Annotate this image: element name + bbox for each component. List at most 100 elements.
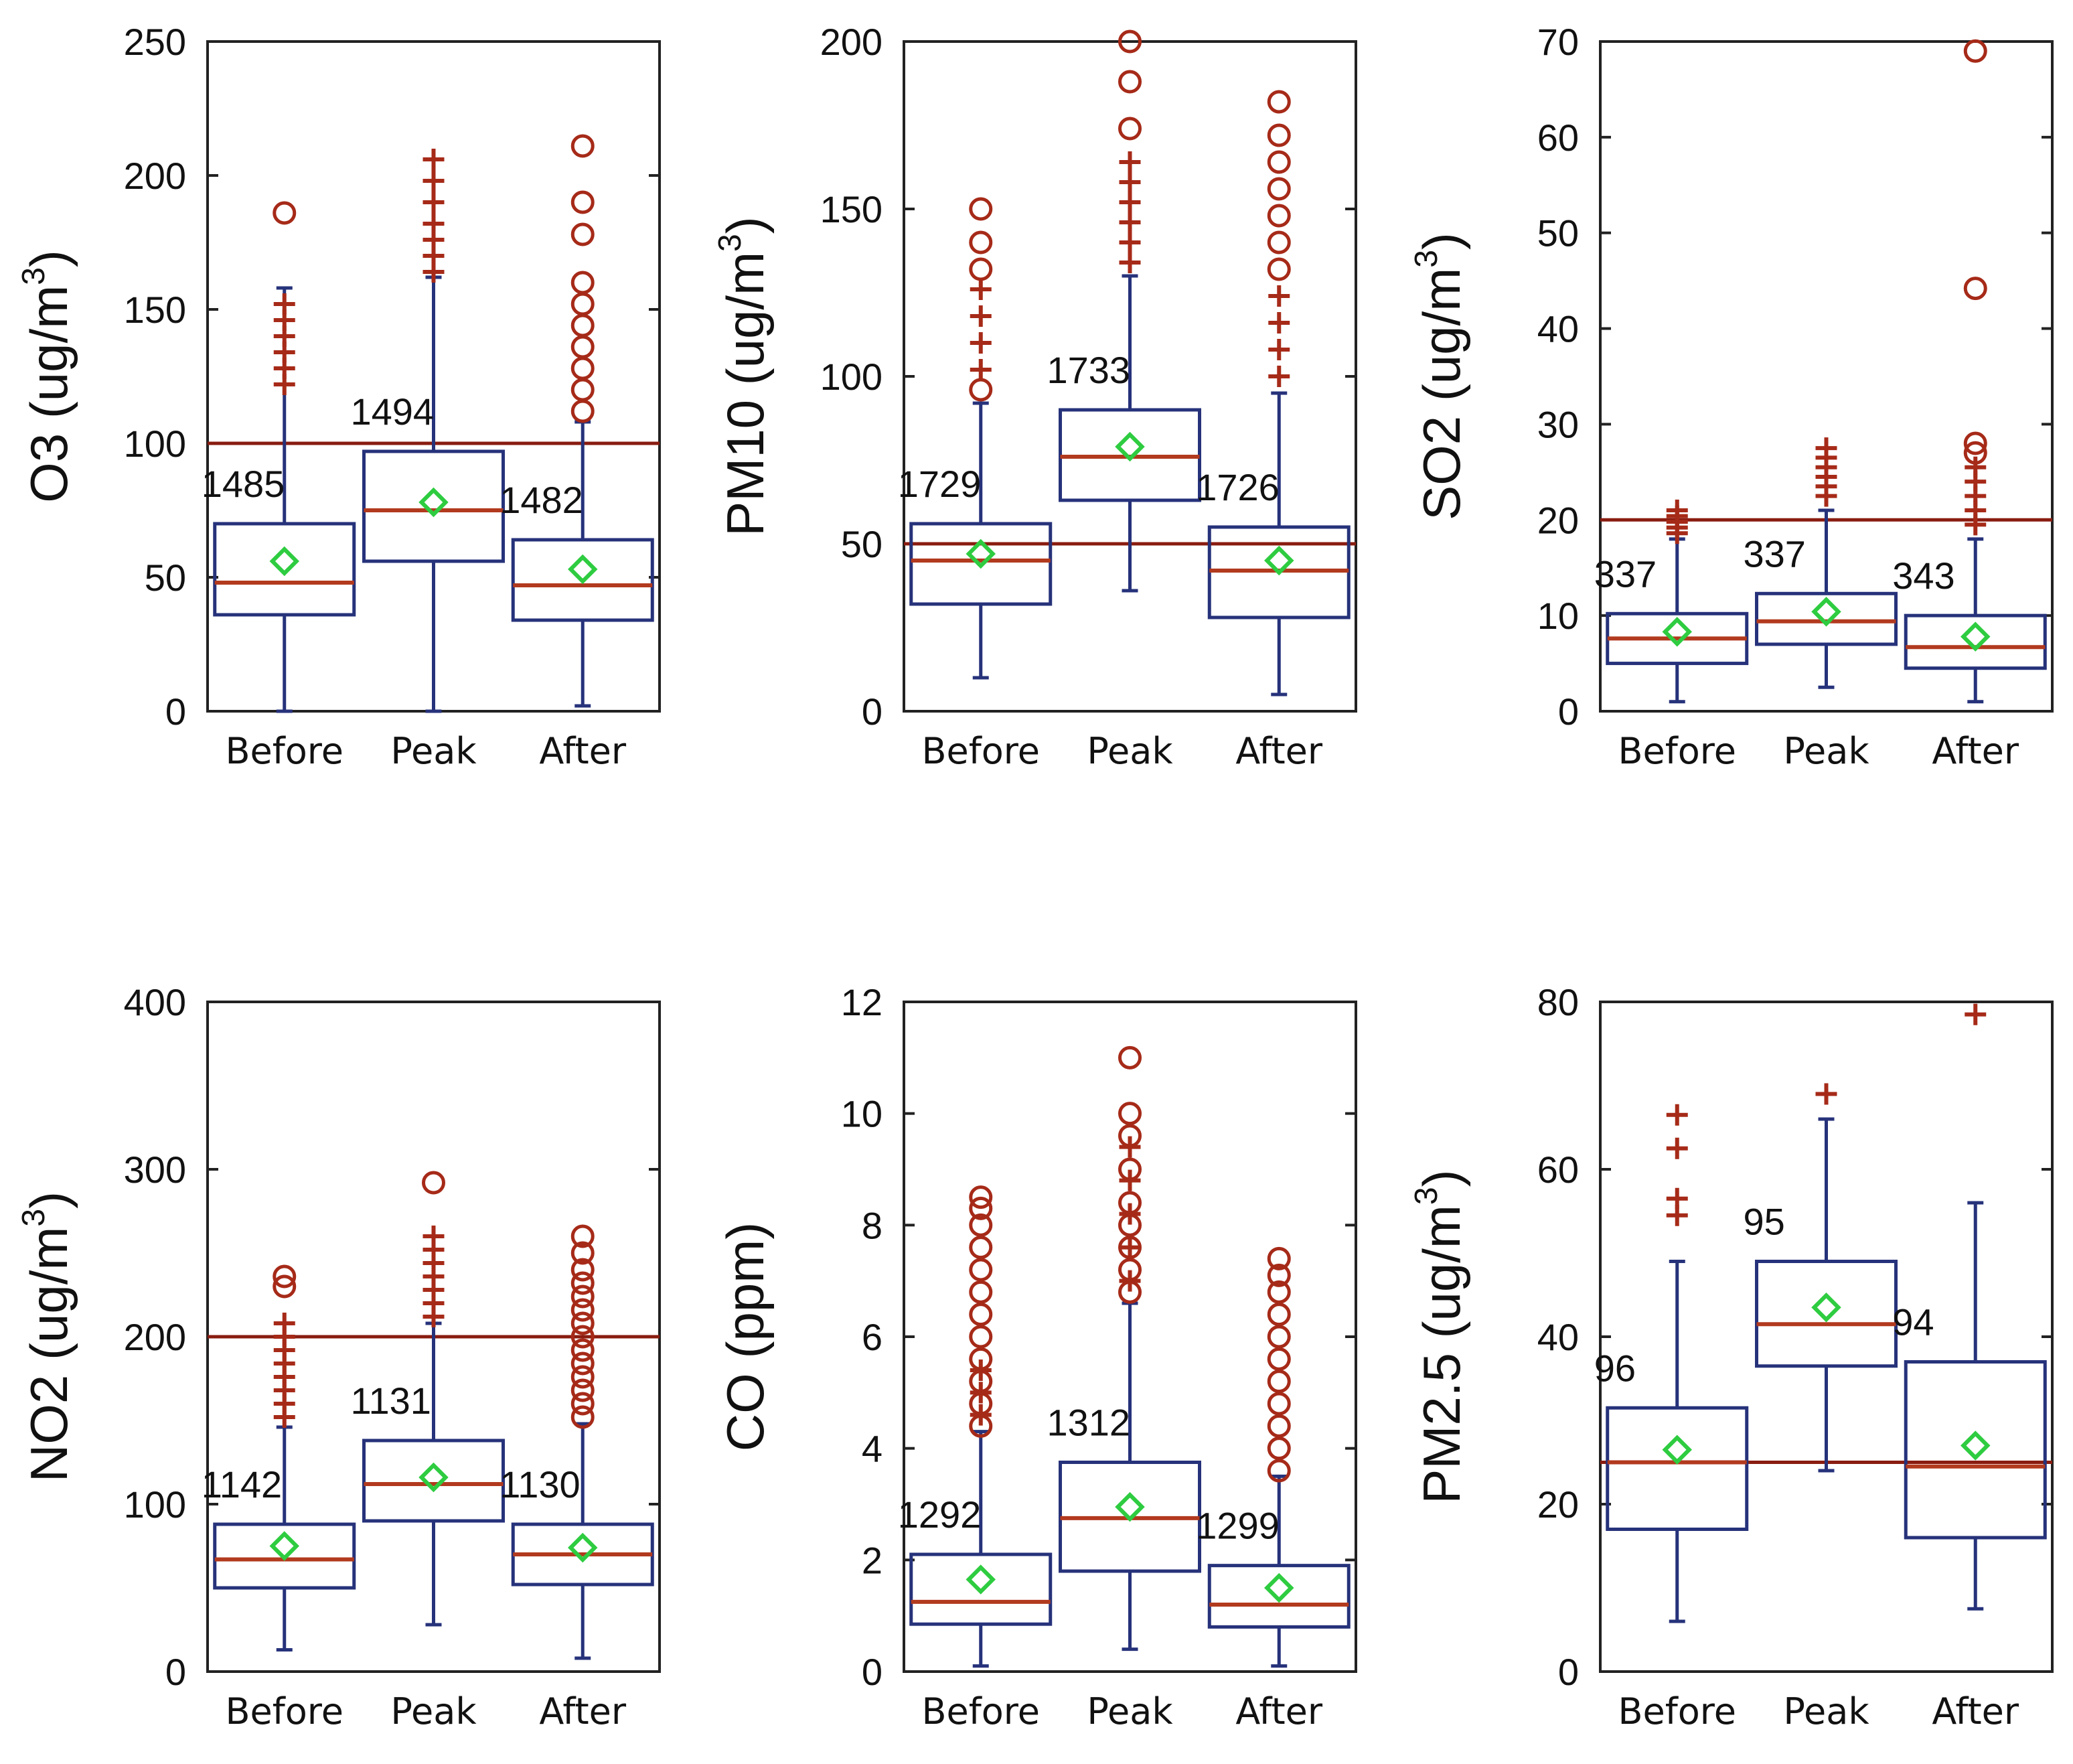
- outlier-circle: [969, 1347, 993, 1371]
- iqr-box: [1755, 1260, 1898, 1368]
- sample-count-label: 337: [1594, 553, 1657, 595]
- outlier-circle: [1267, 150, 1291, 174]
- outlier-circle: [570, 1405, 595, 1429]
- y-axis-label: SO2 (ug/m3): [1409, 232, 1471, 520]
- y-axis-label-base: CO (ppm): [716, 1222, 775, 1451]
- outlier-circle: [1118, 1157, 1142, 1181]
- y-axis-label-base: O3 (ug/m: [19, 285, 78, 503]
- box-before: 1729 Before: [898, 197, 1053, 772]
- y-axis-label-close: ): [1412, 232, 1471, 250]
- y-tick-label: 150: [124, 289, 186, 331]
- outlier-circle: [969, 1414, 993, 1438]
- mean-marker: [1264, 545, 1294, 576]
- mean-marker: [568, 1532, 598, 1563]
- outlier-circle: [1963, 39, 1987, 63]
- category-label: After: [1932, 730, 2019, 772]
- outlier-circle: [969, 1236, 993, 1260]
- iqr-box: [511, 538, 654, 622]
- outlier-plus: [1268, 285, 1290, 307]
- y-tick-label: 50: [145, 557, 186, 599]
- outlier-circle: [570, 399, 595, 423]
- y-axis-label: CO (ppm): [716, 1222, 775, 1451]
- y-tick-label: 200: [124, 155, 186, 197]
- y-tick-label: 0: [862, 1651, 882, 1693]
- outlier-circle: [1963, 277, 1987, 301]
- sample-count-label: 1299: [1196, 1505, 1280, 1547]
- box-after: 1482 After: [500, 134, 654, 772]
- sample-count-label: 1482: [500, 479, 583, 521]
- y-tick-label: 0: [1558, 1651, 1579, 1693]
- outlier-circle: [1267, 123, 1291, 147]
- outlier-plus: [970, 305, 992, 327]
- y-axis-label: NO2 (ug/m3): [16, 1191, 78, 1482]
- outlier-circle: [1267, 257, 1291, 281]
- outlier-circle: [1118, 117, 1142, 141]
- box-after: 1130 After: [500, 1224, 654, 1733]
- y-tick-label: 60: [1537, 1149, 1579, 1191]
- outlier-circle: [570, 1311, 595, 1335]
- sample-count-label: 1142: [202, 1463, 282, 1505]
- outlier-circle: [969, 1185, 993, 1209]
- outlier-plus: [1965, 1003, 1987, 1025]
- category-label: Peak: [1783, 730, 1869, 772]
- y-tick-label: 12: [841, 981, 882, 1023]
- iqr-box: [362, 1439, 505, 1523]
- category-label: After: [1235, 730, 1322, 772]
- mean-marker: [269, 546, 299, 577]
- plot-frame: [1599, 40, 2054, 713]
- outlier-plus: [423, 192, 445, 213]
- y-tick-label: 40: [1537, 308, 1579, 350]
- outlier-circle: [570, 292, 595, 316]
- y-tick-label: 20: [1537, 1483, 1579, 1526]
- category-label: Peak: [1087, 1690, 1173, 1733]
- box-before: 96 Before: [1594, 1104, 1749, 1733]
- iqr-box: [1904, 613, 2047, 670]
- box-peak: 1131 Peak: [351, 1171, 505, 1733]
- y-axis-label-sup: 3: [712, 234, 748, 252]
- outlier-plus: [1815, 437, 1837, 459]
- outlier-circle: [273, 201, 297, 225]
- outlier-circle: [1267, 230, 1291, 254]
- outlier-circle: [1267, 1303, 1291, 1327]
- mean-marker: [966, 538, 996, 569]
- sample-count-label: 1494: [351, 390, 435, 433]
- outlier-plus: [1268, 312, 1290, 334]
- outlier-circle: [1267, 1263, 1291, 1287]
- panel-4: 0 100 200 300 400 NO2 (ug/m3) 1142 Before 1131 Pe…: [16, 981, 661, 1733]
- mean-marker: [1662, 617, 1692, 647]
- y-tick-label: 0: [165, 690, 186, 733]
- panel-6: 0 20 40 60 80 PM2.5 (ug/m3) 96 Before 95 Peak 94 Af…: [1409, 981, 2054, 1733]
- outlier-plus: [1119, 232, 1141, 253]
- outlier-plus: [1119, 212, 1141, 233]
- outlier-circle: [969, 1213, 993, 1237]
- sample-count-label: 96: [1594, 1347, 1636, 1389]
- y-axis-label-sup: 3: [1409, 250, 1444, 268]
- box-after: 1726 After: [1196, 90, 1351, 772]
- outlier-plus: [1666, 500, 1688, 521]
- outlier-plus: [1666, 1137, 1688, 1159]
- outlier-plus: [423, 170, 445, 192]
- outlier-circle: [570, 1241, 595, 1265]
- outlier-circle: [1267, 1392, 1291, 1416]
- panel-3: 0 10 20 30 40 50 60 70 SO2 (ug/m3) 337 Before 337 Pe…: [1409, 21, 2054, 772]
- outlier-circle: [1267, 90, 1291, 114]
- outlier-circle: [969, 1196, 993, 1220]
- y-axis-label-base: SO2 (ug/m: [1412, 268, 1471, 520]
- y-axis-label-base: PM10 (ug/m: [716, 252, 775, 536]
- outlier-circle: [570, 190, 595, 214]
- box-peak: 1733 Peak: [1047, 29, 1201, 772]
- outlier-circle: [570, 1392, 595, 1416]
- box-peak: 1494 Peak: [351, 149, 505, 772]
- iqr-box: [362, 449, 505, 563]
- outlier-plus: [1119, 252, 1141, 273]
- y-tick-label: 250: [124, 21, 186, 63]
- y-tick-label: 0: [1558, 690, 1579, 733]
- y-tick-label: 70: [1537, 21, 1579, 63]
- panel-5: 0 2 4 6 8 10 12 CO (ppm) 1292 Before 1312 Peak 1299 A…: [716, 981, 1357, 1733]
- outlier-circle: [1267, 1280, 1291, 1304]
- y-axis-label: PM10 (ug/m3): [712, 216, 775, 536]
- y-axis-label-sup: 3: [1409, 1187, 1444, 1205]
- category-label: After: [1932, 1690, 2019, 1733]
- outlier-circle: [570, 1338, 595, 1362]
- outlier-plus: [1815, 1083, 1837, 1105]
